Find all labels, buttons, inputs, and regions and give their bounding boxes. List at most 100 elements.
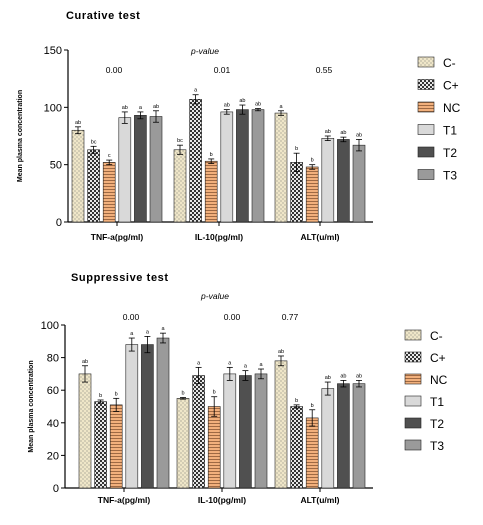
legend-label: NC	[430, 373, 448, 387]
bar-nc-0	[109, 404, 123, 489]
legend-swatch	[404, 351, 422, 363]
significance-label: bc	[91, 139, 97, 145]
significance-label: b	[311, 158, 314, 164]
p-value: 0.00	[123, 312, 140, 322]
bar-t3-2	[352, 383, 366, 489]
x-category-label: TNF-a(pg/ml)	[98, 495, 151, 505]
x-category-label: ALT(u/ml)	[300, 232, 339, 242]
significance-label: ab	[239, 98, 245, 104]
bar-c-0	[71, 129, 85, 223]
x-category-label: TNF-a(pg/ml)	[91, 232, 144, 242]
x-category-label: ALT(u/ml)	[300, 495, 339, 505]
significance-label: a	[130, 331, 134, 337]
significance-label: b	[99, 393, 102, 399]
significance-label: a	[146, 329, 150, 335]
bar-t1-1	[220, 111, 234, 223]
p-value-label: p-value	[200, 291, 229, 301]
significance-label: ab	[340, 130, 346, 136]
bar-c-2	[274, 112, 288, 223]
significance-label: ab	[153, 104, 159, 110]
significance-label: b	[115, 391, 118, 397]
significance-label: a	[194, 88, 198, 94]
y-tick-label: 60	[47, 385, 59, 397]
legend-swatch	[417, 146, 435, 158]
legend-label: T1	[443, 124, 457, 138]
bar-t2-2	[337, 383, 350, 489]
p-value-label: p-value	[190, 46, 219, 56]
significance-label: a	[139, 105, 143, 111]
legend-swatch	[417, 79, 435, 90]
bar-nc-1	[207, 406, 221, 489]
legend-label: T2	[430, 417, 444, 431]
bar-t2-1	[239, 375, 252, 489]
x-category-label: IL-10(pg/ml)	[195, 232, 243, 242]
significance-label: b	[295, 398, 298, 404]
bar-t2-0	[141, 344, 154, 489]
bar-t3-0	[156, 337, 170, 489]
bar-t1-2	[321, 137, 335, 223]
significance-label: a	[228, 360, 232, 366]
significance-label: b	[295, 146, 298, 152]
y-axis-title: Mean plasma concentration	[28, 360, 35, 452]
y-tick-label: 100	[44, 102, 62, 114]
y-axis-title: Mean plasma concentration	[17, 90, 24, 182]
significance-label: b	[311, 403, 314, 409]
legend-swatch	[404, 395, 422, 407]
bar-c-1	[173, 149, 187, 223]
legend-swatch	[417, 101, 435, 113]
bar-t3-1	[254, 373, 268, 489]
legend-swatch	[404, 329, 422, 341]
significance-label: c	[108, 153, 111, 159]
bar-t1-0	[125, 344, 139, 489]
bar-c-1	[192, 375, 205, 489]
bar-nc-2	[305, 166, 319, 223]
significance-label: a	[197, 360, 201, 366]
significance-label: ab	[82, 359, 88, 365]
bar-t1-2	[321, 388, 335, 489]
legend-label: T1	[430, 395, 444, 409]
bar-c-2	[290, 406, 303, 489]
bar-c-2	[274, 360, 288, 489]
significance-label: ab	[356, 373, 362, 379]
bar-c-0	[87, 149, 100, 223]
significance-label: a	[279, 104, 283, 110]
significance-label: a	[259, 362, 263, 368]
bar-t1-1	[223, 373, 237, 489]
significance-label: ab	[340, 373, 346, 379]
significance-label: ab	[278, 349, 284, 355]
legend-label: T3	[443, 169, 457, 183]
legend-swatch	[404, 417, 422, 429]
legend-swatch	[404, 439, 422, 451]
legend-label: NC	[443, 101, 461, 115]
suppressive-panel-title: Suppressive test	[71, 272, 169, 284]
bar-t2-0	[134, 115, 147, 223]
suppressive-chart: 0 20 40 60 80 100 Mean plasma concentration p-v…	[28, 291, 448, 505]
y-tick-label: 20	[47, 450, 59, 462]
legend-label: C+	[443, 79, 459, 93]
y-tick-label: 0	[56, 217, 62, 229]
bar-c-0	[94, 401, 107, 489]
significance-label: bc	[177, 138, 183, 144]
significance-label: ab	[356, 132, 362, 138]
bar-c-0	[78, 373, 92, 489]
bar-c-1	[189, 99, 202, 223]
legend-label: C-	[443, 56, 456, 70]
bar-t3-0	[149, 116, 163, 223]
legend-swatch	[417, 56, 435, 68]
y-tick-label: 0	[53, 483, 59, 495]
bar-t1-0	[118, 117, 132, 223]
x-category-label: IL-10(pg/ml)	[198, 495, 246, 505]
bar-t2-2	[337, 139, 350, 223]
significance-label: b	[210, 152, 213, 158]
significance-label: b	[181, 391, 184, 397]
significance-label: ab	[325, 129, 331, 135]
legend-label: C+	[430, 351, 446, 365]
significance-label: a	[244, 364, 248, 370]
curative-panel-title: Curative test	[66, 10, 141, 22]
p-value: 0.77	[282, 312, 299, 322]
bar-nc-0	[102, 162, 116, 223]
significance-label: ab	[255, 101, 261, 107]
significance-label: ab	[75, 120, 81, 126]
legend-swatch	[404, 373, 422, 385]
